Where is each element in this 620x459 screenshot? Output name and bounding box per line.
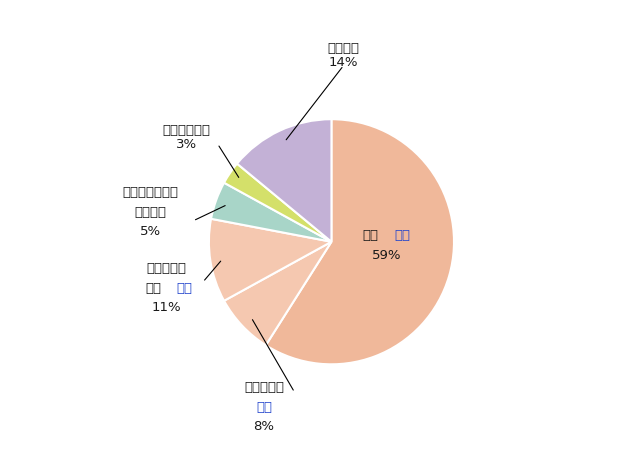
Text: 5%: 5% [140, 225, 161, 239]
Wedge shape [237, 119, 332, 242]
Wedge shape [209, 219, 332, 301]
Wedge shape [211, 183, 332, 242]
Wedge shape [224, 164, 332, 242]
Text: 応力腐食割れ・: 応力腐食割れ・ [122, 186, 178, 199]
Text: 14%: 14% [329, 56, 358, 69]
Text: 静的破壊: 静的破壊 [328, 42, 360, 55]
Text: 転動: 転動 [146, 282, 162, 295]
Text: 59%: 59% [372, 249, 401, 262]
Text: 熱・腐食・: 熱・腐食・ [146, 262, 186, 275]
Text: 単純: 単純 [363, 229, 379, 242]
Text: 11%: 11% [151, 302, 181, 314]
Text: 遅れ破壊: 遅れ破壊 [134, 206, 166, 219]
Wedge shape [266, 119, 454, 364]
Text: 8%: 8% [254, 420, 275, 433]
Text: 疲労: 疲労 [176, 282, 192, 295]
Text: 疲労: 疲労 [256, 401, 272, 414]
Text: 腐食・破裂等: 腐食・破裂等 [163, 124, 211, 137]
Text: 疲労: 疲労 [394, 229, 410, 242]
Wedge shape [224, 242, 332, 345]
Text: 低サイクル: 低サイクル [244, 381, 284, 394]
Text: 3%: 3% [176, 139, 197, 151]
